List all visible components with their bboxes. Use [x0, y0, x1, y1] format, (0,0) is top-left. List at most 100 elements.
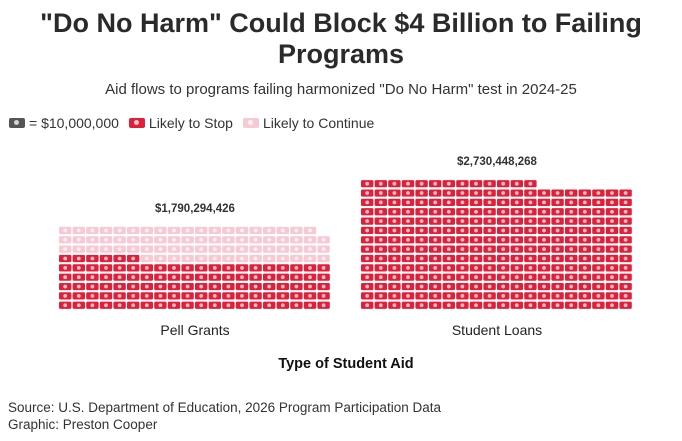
unit-stop: [401, 236, 415, 244]
unit-stop: [222, 273, 235, 281]
unit-stop: [619, 254, 632, 263]
unit-stop: [510, 254, 523, 263]
unit-stop: [524, 180, 537, 188]
unit-stop: [154, 301, 167, 309]
unit-stop: [497, 273, 510, 281]
unit-stop: [510, 273, 523, 281]
unit-stop: [483, 273, 496, 281]
bill-icon: [9, 118, 25, 128]
unit-stop: [456, 198, 469, 206]
unit-stop: [537, 273, 551, 281]
unit-stop: [99, 282, 113, 291]
unit-stop: [388, 292, 401, 300]
unit-stop: [86, 301, 99, 309]
unit-stop: [442, 245, 455, 253]
unit-stop: [208, 273, 221, 281]
unit-stop: [374, 245, 387, 253]
unit-stop: [605, 189, 619, 197]
unit-stop: [442, 264, 455, 272]
unit-stop: [195, 292, 208, 300]
unit-stop: [290, 282, 303, 291]
unit-stop: [456, 254, 469, 263]
unit-stop: [195, 264, 208, 272]
unit-stop: [442, 292, 455, 300]
unit-stop: [442, 198, 455, 206]
unit-stop: [497, 208, 510, 216]
unit-stop: [456, 208, 469, 216]
unit-stop: [429, 198, 442, 206]
unit-stop: [483, 301, 496, 309]
unit-stop: [99, 292, 113, 300]
unit-stop: [497, 301, 510, 309]
unit-stop: [497, 292, 510, 300]
unit-continue: [181, 236, 194, 244]
unit-stop: [619, 282, 632, 291]
unit-stop: [524, 254, 537, 263]
unit-continue: [290, 226, 303, 235]
unit-stop: [537, 245, 551, 253]
unit-stop: [537, 217, 551, 225]
unit-stop: [442, 189, 455, 197]
unit-stop: [59, 301, 72, 309]
unit-stop: [154, 282, 167, 291]
unit-stop: [429, 245, 442, 253]
legend-stop-label: Likely to Stop: [148, 115, 233, 131]
unit-stop: [497, 282, 510, 291]
unit-continue: [276, 254, 289, 263]
unit-stop: [59, 282, 72, 291]
unit-stop: [469, 180, 483, 188]
unit-stop: [72, 301, 85, 309]
unit-stop: [483, 236, 496, 244]
unit-continue: [208, 254, 221, 263]
unit-stop: [565, 273, 578, 281]
unit-stop: [429, 217, 442, 225]
unit-stop: [469, 254, 483, 263]
unit-stop: [510, 226, 523, 235]
unit-stop: [361, 226, 374, 235]
unit-stop: [99, 254, 113, 263]
unit-stop: [524, 292, 537, 300]
unit-stop: [510, 236, 523, 244]
unit-stop: [401, 245, 415, 253]
unit-stop: [167, 292, 181, 300]
unit-continue: [303, 236, 317, 244]
unit-stop: [181, 264, 194, 272]
unit-stop: [415, 292, 428, 300]
unit-stop: [59, 254, 72, 263]
unit-continue: [195, 245, 208, 253]
unit-stop: [483, 292, 496, 300]
unit-stop: [592, 189, 605, 197]
unit-stop: [469, 198, 483, 206]
category-label-0: Pell Grants: [160, 322, 229, 338]
unit-stop: [249, 273, 262, 281]
unit-continue: [167, 226, 181, 235]
unit-stop: [524, 236, 537, 244]
unit-stop: [72, 273, 85, 281]
unit-stop: [565, 264, 578, 272]
unit-stop: [195, 282, 208, 291]
unit-stop: [113, 273, 126, 281]
unit-stop: [303, 301, 317, 309]
unit-stop: [388, 254, 401, 263]
unit-stop: [222, 292, 235, 300]
unit-stop: [497, 189, 510, 197]
unit-stop: [551, 245, 564, 253]
unit-stop: [524, 264, 537, 272]
unit-stop: [456, 264, 469, 272]
unit-continue: [208, 245, 221, 253]
unit-stop: [537, 292, 551, 300]
unit-continue: [127, 245, 140, 253]
unit-continue: [59, 245, 72, 253]
unit-continue: [317, 245, 330, 253]
unit-stop: [317, 301, 330, 309]
unit-stop: [469, 245, 483, 253]
unit-stop: [429, 301, 442, 309]
unit-stop: [469, 264, 483, 272]
unit-stop: [497, 198, 510, 206]
total-label-0: $1,790,294,426: [155, 203, 235, 215]
unit-stop: [605, 208, 619, 216]
unit-stop: [524, 226, 537, 235]
unit-stop: [415, 273, 428, 281]
unit-stop: [263, 264, 276, 272]
unit-stop: [127, 292, 140, 300]
